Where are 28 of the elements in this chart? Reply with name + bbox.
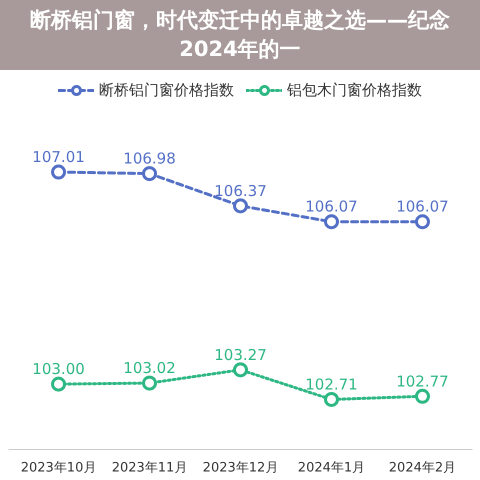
data-label: 102.71 [305, 375, 358, 394]
point [233, 362, 248, 378]
point [142, 166, 158, 182]
data-label: 107.01 [32, 148, 85, 166]
data-label: 106.37 [214, 182, 267, 200]
x-tick-label: 2024年1月 [298, 460, 366, 476]
data-label: 102.77 [396, 372, 449, 390]
legend-label: 断桥铝门窗价格指数 [99, 80, 234, 100]
point [142, 376, 158, 391]
data-label: 106.98 [123, 150, 176, 168]
data-label: 103.27 [214, 346, 267, 364]
x-tick-label: 2023年10月 [20, 460, 96, 476]
point [414, 214, 430, 230]
x-tick-label: 2024年2月 [388, 460, 456, 476]
point [324, 392, 339, 407]
point [51, 164, 66, 180]
data-label: 103.00 [32, 360, 85, 378]
point [414, 388, 430, 404]
x-tick-label: 2023年11月 [112, 460, 188, 476]
x-tick-label: 2023年12月 [202, 460, 278, 476]
point [233, 198, 248, 214]
chart-title: 断桥铝门窗，时代变迁中的卓越之选——纪念2024年的一 [0, 0, 480, 70]
legend-label: 铝包木门窗价格指数 [287, 80, 422, 100]
point [324, 214, 339, 230]
data-label: 106.07 [396, 198, 449, 216]
data-label: 106.07 [305, 198, 358, 216]
point [51, 376, 66, 392]
data-label: 103.02 [123, 359, 176, 378]
